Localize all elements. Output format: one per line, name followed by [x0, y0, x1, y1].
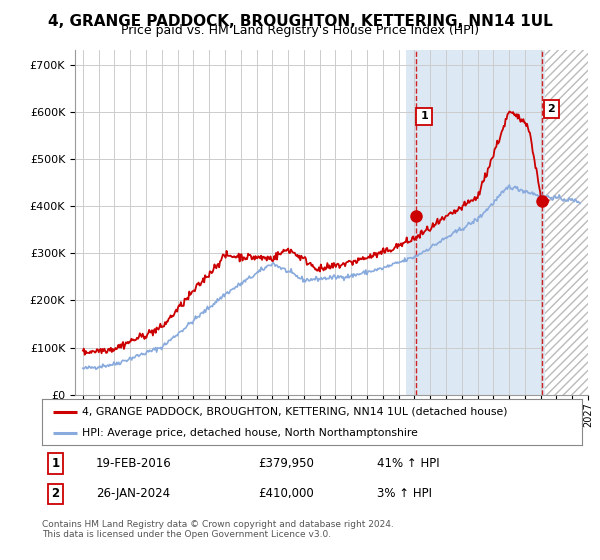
Text: 26-JAN-2024: 26-JAN-2024: [96, 487, 170, 501]
Text: 4, GRANGE PADDOCK, BROUGHTON, KETTERING, NN14 1UL (detached house): 4, GRANGE PADDOCK, BROUGHTON, KETTERING,…: [83, 407, 508, 417]
Text: Price paid vs. HM Land Registry's House Price Index (HPI): Price paid vs. HM Land Registry's House …: [121, 24, 479, 37]
Text: 4, GRANGE PADDOCK, BROUGHTON, KETTERING, NN14 1UL: 4, GRANGE PADDOCK, BROUGHTON, KETTERING,…: [47, 14, 553, 29]
Text: 3% ↑ HPI: 3% ↑ HPI: [377, 487, 432, 501]
Text: 2: 2: [52, 487, 59, 501]
Text: 1: 1: [52, 457, 59, 470]
Text: 2: 2: [548, 104, 555, 114]
Text: 19-FEB-2016: 19-FEB-2016: [96, 457, 172, 470]
Text: HPI: Average price, detached house, North Northamptonshire: HPI: Average price, detached house, Nort…: [83, 428, 418, 438]
Bar: [406, 50, 588, 395]
Text: £379,950: £379,950: [258, 457, 314, 470]
Text: 41% ↑ HPI: 41% ↑ HPI: [377, 457, 439, 470]
Text: Contains HM Land Registry data © Crown copyright and database right 2024.
This d: Contains HM Land Registry data © Crown c…: [42, 520, 394, 539]
Text: £410,000: £410,000: [258, 487, 314, 501]
Bar: [545, 50, 588, 395]
Text: 1: 1: [420, 111, 428, 122]
